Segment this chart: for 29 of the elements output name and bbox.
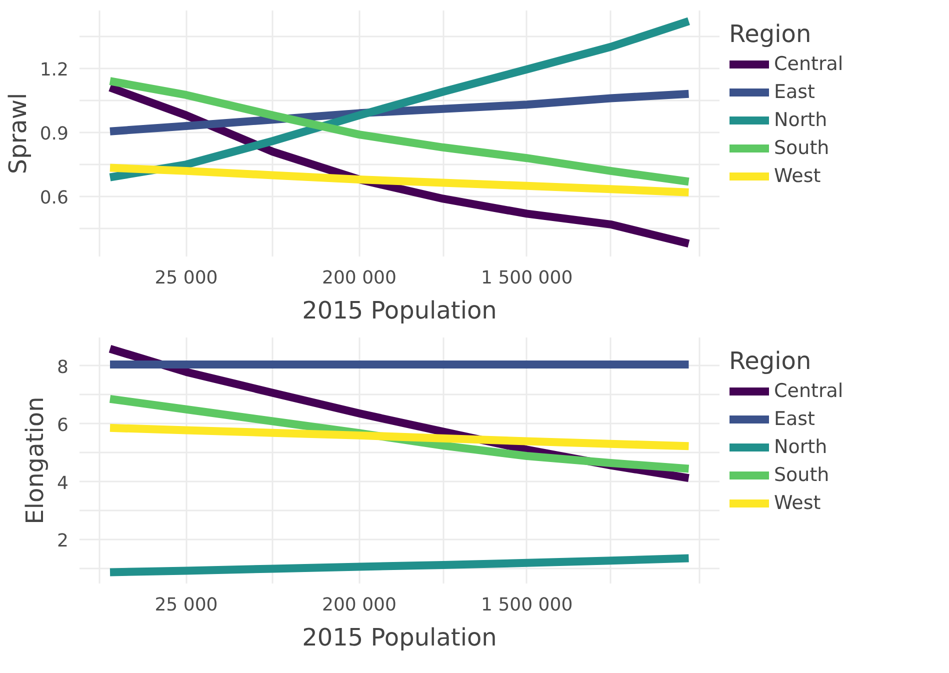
- y-tick-label: 4: [57, 472, 68, 494]
- y-tick-label: 6: [57, 414, 68, 436]
- y-axis-title: Elongation: [21, 396, 50, 524]
- legend-label: East: [774, 408, 815, 430]
- y-tick-label: 0.6: [40, 188, 69, 209]
- y-tick-label: 0.9: [40, 123, 69, 144]
- x-tick-label: 1 500 000: [481, 268, 573, 288]
- legend-label: Central: [774, 380, 844, 402]
- x-tick-label: 1 500 000: [481, 594, 573, 616]
- legend-title: Region: [729, 347, 812, 375]
- legend-label: Central: [774, 53, 844, 75]
- y-tick-label: 2: [57, 530, 68, 552]
- x-axis-title: 2015 Population: [302, 296, 497, 324]
- legend-label: South: [774, 137, 830, 159]
- legend-label: West: [774, 165, 821, 187]
- x-axis-title: 2015 Population: [302, 624, 497, 652]
- legend-label: West: [774, 492, 821, 514]
- x-tick-label: 200 000: [322, 268, 396, 288]
- y-axis-title: Sprawl: [4, 92, 32, 174]
- legend-label: South: [774, 464, 830, 486]
- y-tick-label: 8: [57, 356, 68, 378]
- y-tick-label: 1.2: [40, 59, 69, 80]
- legend-label: North: [774, 436, 828, 458]
- x-tick-label: 200 000: [322, 594, 396, 616]
- x-tick-label: 25 000: [154, 594, 218, 616]
- legend-label: North: [774, 109, 828, 131]
- legend-title: Region: [729, 20, 812, 48]
- x-tick-label: 25 000: [154, 268, 218, 288]
- legend-label: East: [774, 81, 815, 103]
